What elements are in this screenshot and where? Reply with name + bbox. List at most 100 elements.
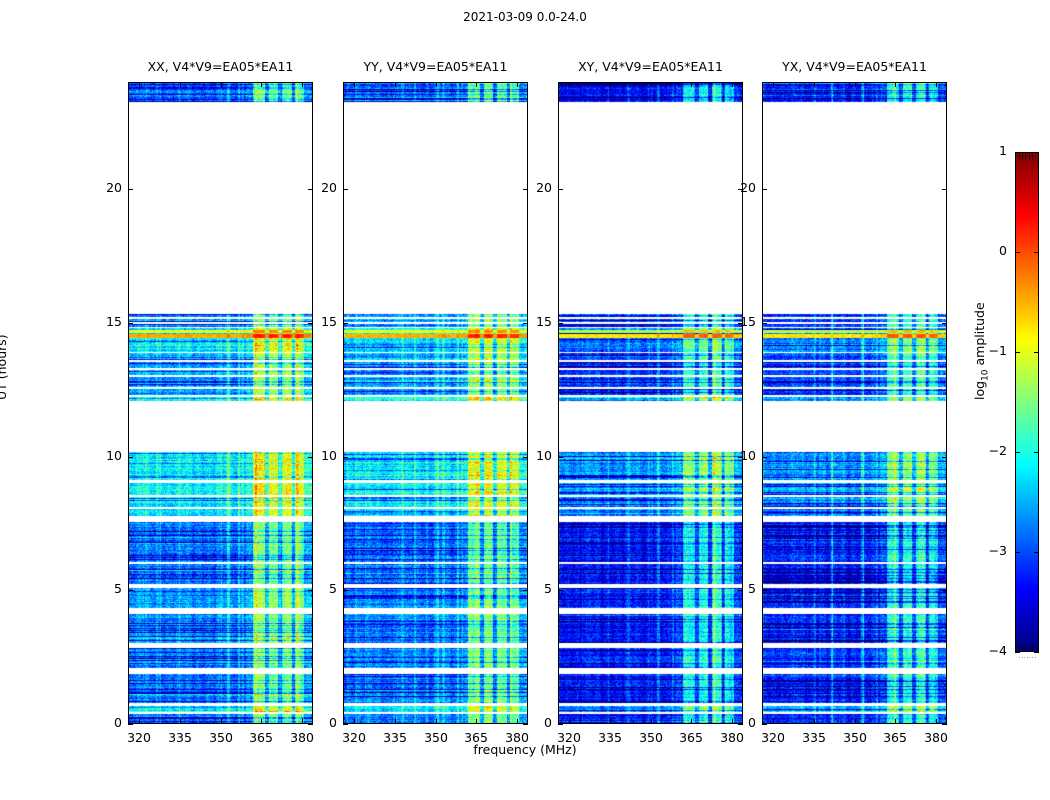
- x-tick-label: 320: [557, 730, 581, 745]
- y-tick-mark: [308, 189, 313, 190]
- y-tick-mark: [738, 590, 743, 591]
- y-tick-label: 15: [106, 314, 122, 329]
- y-tick-mark: [942, 189, 947, 190]
- y-tick-mark: [523, 724, 528, 725]
- y-tick-mark: [738, 457, 743, 458]
- colorbar-label-subscript: 10: [980, 369, 991, 381]
- colorbar-extend-hatch: [1025, 154, 1027, 160]
- colorbar-tick-label: −3: [988, 543, 1007, 558]
- x-tick-mark: [691, 82, 692, 87]
- x-tick-mark: [395, 719, 396, 724]
- y-tick-label: 20: [536, 180, 552, 195]
- colorbar-tick-mark: [1034, 152, 1039, 153]
- y-tick-label: 5: [748, 581, 756, 596]
- colorbar-tick-mark: [1015, 252, 1020, 253]
- x-tick-mark: [651, 719, 652, 724]
- y-tick-mark: [523, 323, 528, 324]
- spectrum-image-yx: [763, 83, 946, 723]
- panel-title-yy: YY, V4*V9=EA05*EA11: [363, 59, 508, 74]
- x-tick-mark: [936, 719, 937, 724]
- colorbar-underflow-dots: [1024, 657, 1026, 658]
- panel-title-xx: XX, V4*V9=EA05*EA11: [147, 59, 294, 74]
- colorbar-tick-label: −4: [988, 643, 1007, 658]
- colorbar-tick-mark: [1034, 452, 1039, 453]
- colorbar-label-text: log: [972, 380, 987, 400]
- x-tick-label: 320: [127, 730, 151, 745]
- x-tick-mark: [814, 82, 815, 87]
- y-tick-label: 10: [106, 448, 122, 463]
- x-tick-mark: [732, 82, 733, 87]
- y-tick-mark: [738, 724, 743, 725]
- panel-frame-yy: [343, 82, 528, 724]
- colorbar-extend-hatch: [1028, 154, 1030, 160]
- colorbar-extend-hatch: [1022, 154, 1024, 160]
- panel-xy: XY, V4*V9=EA05*EA11: [558, 59, 743, 724]
- colorbar-label-suffix: amplitude: [972, 302, 987, 370]
- y-tick-mark: [128, 724, 133, 725]
- y-tick-mark: [762, 724, 767, 725]
- colorbar-extend-hatch: [1025, 644, 1027, 650]
- y-tick-mark: [738, 189, 743, 190]
- panel-frame-xx: [128, 82, 313, 724]
- x-tick-label: 380: [924, 730, 948, 745]
- y-tick-label: 10: [536, 448, 552, 463]
- y-tick-label: 0: [114, 715, 122, 730]
- y-tick-mark: [762, 189, 767, 190]
- x-tick-mark: [569, 82, 570, 87]
- x-tick-mark: [261, 719, 262, 724]
- y-tick-label: 15: [321, 314, 337, 329]
- x-tick-mark: [569, 719, 570, 724]
- colorbar-tick-label: −2: [988, 443, 1007, 458]
- colorbar-tick-mark: [1034, 252, 1039, 253]
- x-tick-label: 335: [598, 730, 622, 745]
- x-tick-label: 380: [720, 730, 744, 745]
- colorbar-underflow-dots: [1032, 657, 1033, 658]
- x-tick-mark: [732, 719, 733, 724]
- y-tick-label: 0: [748, 715, 756, 730]
- y-tick-label: 15: [536, 314, 552, 329]
- colorbar-extend-hatch: [1022, 644, 1024, 650]
- x-tick-mark: [855, 82, 856, 87]
- y-tick-mark: [942, 590, 947, 591]
- y-tick-mark: [343, 323, 348, 324]
- x-tick-mark: [302, 719, 303, 724]
- x-tick-mark: [436, 719, 437, 724]
- colorbar: [1015, 152, 1039, 652]
- y-tick-label: 5: [329, 581, 337, 596]
- x-axis-label: frequency (MHz): [473, 742, 577, 757]
- y-tick-mark: [128, 457, 133, 458]
- x-tick-mark: [139, 719, 140, 724]
- y-tick-mark: [558, 189, 563, 190]
- y-tick-mark: [762, 590, 767, 591]
- y-tick-label: 0: [329, 715, 337, 730]
- panel-frame-xy: [558, 82, 743, 724]
- y-tick-mark: [308, 590, 313, 591]
- x-tick-label: 365: [679, 730, 703, 745]
- x-tick-mark: [354, 719, 355, 724]
- x-tick-mark: [476, 82, 477, 87]
- x-tick-label: 365: [883, 730, 907, 745]
- x-tick-label: 365: [249, 730, 273, 745]
- colorbar-tick-mark: [1015, 352, 1020, 353]
- x-tick-mark: [691, 719, 692, 724]
- colorbar-tick-label: 1: [999, 143, 1007, 158]
- spectrum-image-xy: [559, 83, 742, 723]
- x-tick-mark: [261, 82, 262, 87]
- colorbar-extend-hatch: [1031, 644, 1033, 650]
- y-tick-mark: [558, 590, 563, 591]
- x-tick-label: 320: [342, 730, 366, 745]
- colorbar-tick-mark: [1015, 452, 1020, 453]
- x-tick-mark: [180, 82, 181, 87]
- y-tick-mark: [128, 323, 133, 324]
- x-tick-mark: [610, 719, 611, 724]
- colorbar-tick-mark: [1015, 652, 1020, 653]
- y-tick-mark: [738, 323, 743, 324]
- y-tick-mark: [308, 323, 313, 324]
- y-tick-label: 5: [114, 581, 122, 596]
- x-tick-mark: [436, 82, 437, 87]
- colorbar-tick-label: 0: [999, 243, 1007, 258]
- x-tick-mark: [221, 82, 222, 87]
- y-tick-mark: [523, 457, 528, 458]
- x-tick-mark: [476, 719, 477, 724]
- y-tick-mark: [128, 189, 133, 190]
